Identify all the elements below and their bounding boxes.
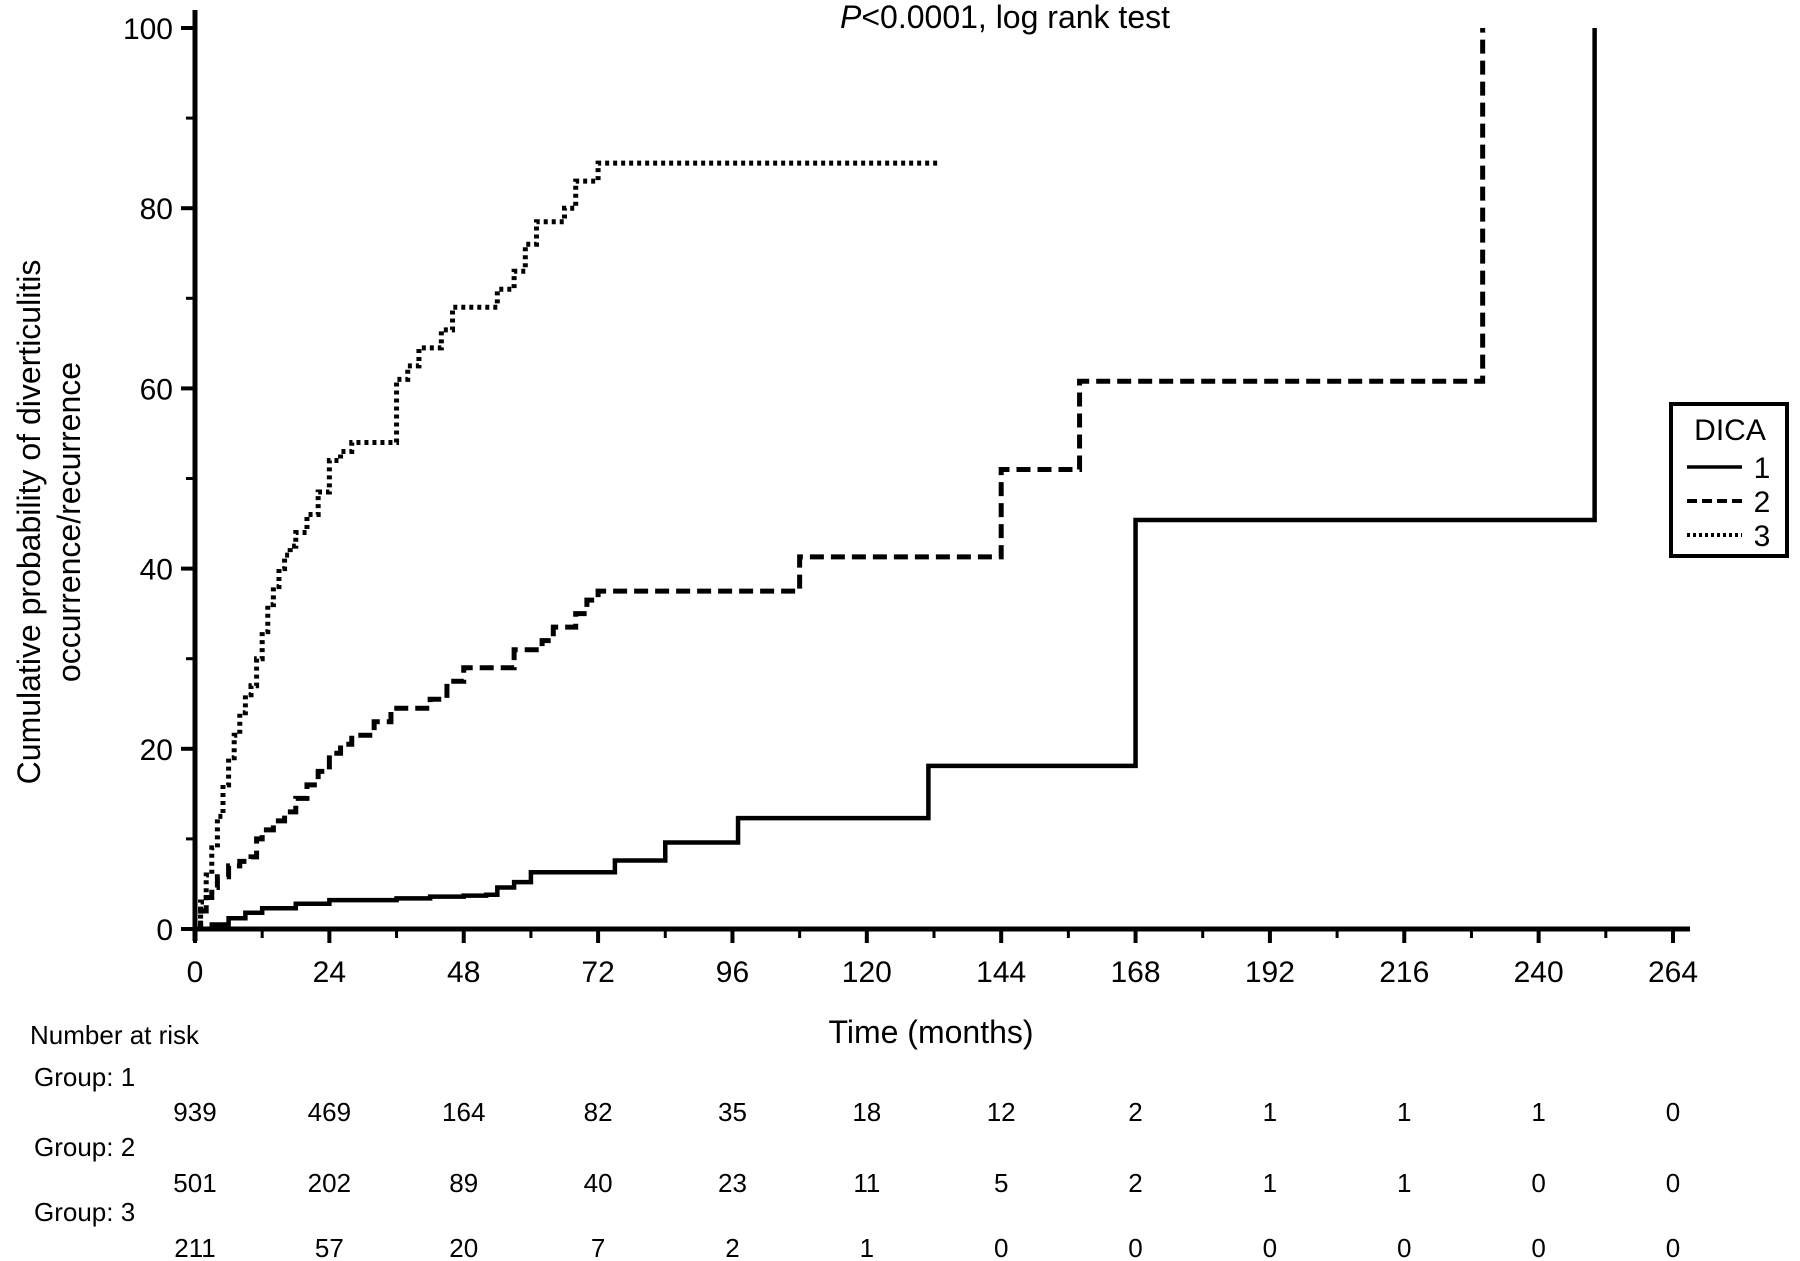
y-axis-title-line2: occurrence/recurrence (51, 362, 87, 682)
legend: DICA 123 (1669, 402, 1789, 558)
legend-title: DICA (1694, 414, 1766, 447)
x-tick-label: 264 (1648, 956, 1698, 989)
annotation-italic: P (840, 0, 862, 35)
risk-cell: 1 (1397, 1097, 1411, 1127)
x-tick-label: 216 (1379, 956, 1429, 989)
y-tick-label: 40 (140, 554, 173, 587)
p-value-annotation: P<0.0001, log rank test (840, 0, 1170, 35)
risk-cell: 0 (1666, 1233, 1680, 1261)
series-line-2 (195, 28, 1486, 932)
axes: 0 20 40 60 80 100 0 24 48 72 96 120 144 168 192 216 240 2… (123, 10, 1698, 989)
risk-cell: 82 (584, 1097, 613, 1127)
legend-label-1: 1 (1754, 452, 1771, 485)
risk-cell: 202 (308, 1168, 351, 1198)
y-tick-label: 0 (156, 914, 173, 947)
risk-cell: 939 (173, 1097, 216, 1127)
risk-cell: 89 (449, 1168, 478, 1198)
y-axis-title-line1: Cumulative probability of diverticulitis (11, 260, 47, 785)
risk-cell: 2 (1128, 1168, 1142, 1198)
risk-cell: 2 (1128, 1097, 1142, 1127)
risk-cell: 23 (718, 1168, 747, 1198)
x-tick-label: 0 (187, 956, 204, 989)
legend-label-3: 3 (1754, 520, 1771, 553)
risk-table-title: Number at risk (30, 1020, 200, 1050)
risk-cell: 12 (987, 1097, 1016, 1127)
risk-cell: 0 (1666, 1168, 1680, 1198)
risk-cell: 0 (1531, 1168, 1545, 1198)
x-tick-label: 144 (976, 956, 1026, 989)
risk-cell: 0 (1531, 1233, 1545, 1261)
risk-cell: 211 (174, 1233, 215, 1261)
risk-cell: 11 (853, 1168, 880, 1198)
y-tick-label: 100 (123, 13, 173, 46)
y-tick-label: 60 (140, 373, 173, 406)
x-tick-label: 168 (1111, 956, 1161, 989)
x-tick-label: 240 (1514, 956, 1564, 989)
series-line-1 (195, 28, 1597, 932)
risk-group-label: Group: 3 (34, 1197, 135, 1227)
legend-box (1669, 402, 1789, 558)
risk-cell: 7 (591, 1233, 605, 1261)
risk-cell: 0 (994, 1233, 1008, 1261)
risk-cell: 501 (173, 1168, 216, 1198)
risk-cell: 1 (1531, 1097, 1545, 1127)
risk-cell: 5 (994, 1168, 1008, 1198)
risk-group-label: Group: 2 (34, 1132, 135, 1162)
risk-cell: 164 (442, 1097, 485, 1127)
risk-cell: 0 (1128, 1233, 1142, 1261)
risk-cell: 20 (449, 1233, 478, 1261)
annotation-rest: <0.0001, log rank test (861, 0, 1170, 35)
legend-label-2: 2 (1754, 486, 1771, 519)
risk-cell: 35 (718, 1097, 747, 1127)
y-tick-label: 20 (140, 734, 173, 767)
x-axis-title: Time (months) (828, 1014, 1033, 1050)
x-tick-label: 120 (842, 956, 892, 989)
risk-cell: 2 (725, 1233, 739, 1261)
risk-cell: 57 (315, 1233, 344, 1261)
series-layer (195, 28, 1597, 932)
series-line-3 (195, 160, 940, 932)
risk-cell: 18 (852, 1097, 881, 1127)
y-tick-label: 80 (140, 193, 173, 226)
risk-cell: 0 (1397, 1233, 1411, 1261)
risk-cell: 0 (1666, 1097, 1680, 1127)
x-tick-label: 24 (313, 956, 346, 989)
risk-cell: 40 (584, 1168, 613, 1198)
x-tick-label: 72 (581, 956, 614, 989)
risk-cell: 1 (1397, 1168, 1411, 1198)
x-tick-label: 48 (447, 956, 480, 989)
risk-cell: 1 (1263, 1168, 1277, 1198)
risk-cell: 0 (1263, 1233, 1277, 1261)
x-tick-label: 96 (716, 956, 749, 989)
x-tick-label: 192 (1245, 956, 1295, 989)
legend-entries: 123 (1687, 452, 1770, 553)
risk-group-label: Group: 1 (34, 1062, 135, 1092)
risk-cell: 1 (1263, 1097, 1277, 1127)
risk-cell: 1 (860, 1233, 874, 1261)
risk-cell: 469 (308, 1097, 351, 1127)
